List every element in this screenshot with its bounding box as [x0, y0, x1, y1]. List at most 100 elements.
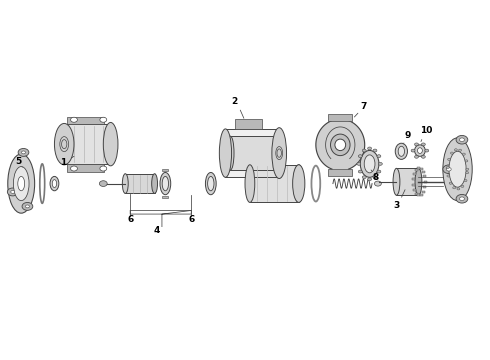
Ellipse shape [398, 146, 405, 156]
Bar [424, 181, 427, 183]
Circle shape [377, 170, 381, 173]
Circle shape [415, 143, 418, 146]
Ellipse shape [105, 125, 116, 164]
Bar [125, 174, 155, 193]
Ellipse shape [360, 150, 379, 177]
Circle shape [378, 162, 382, 165]
Bar [420, 168, 423, 170]
Circle shape [461, 185, 464, 188]
Ellipse shape [294, 165, 304, 202]
Circle shape [100, 166, 107, 171]
Text: 1: 1 [60, 158, 66, 167]
Circle shape [99, 181, 107, 186]
Circle shape [466, 172, 468, 174]
Circle shape [22, 151, 25, 154]
Ellipse shape [122, 174, 128, 193]
Circle shape [358, 170, 362, 173]
Bar [422, 171, 425, 173]
Ellipse shape [393, 168, 400, 195]
Bar [422, 191, 425, 193]
Ellipse shape [335, 139, 345, 150]
Text: 3: 3 [393, 201, 399, 210]
Circle shape [415, 156, 418, 158]
Text: 7: 7 [361, 102, 367, 111]
Ellipse shape [245, 165, 255, 202]
Text: 9: 9 [404, 131, 411, 140]
Bar [412, 184, 415, 186]
Ellipse shape [415, 168, 422, 195]
Circle shape [421, 143, 425, 146]
Ellipse shape [18, 176, 24, 191]
Circle shape [466, 168, 469, 170]
Circle shape [454, 149, 457, 151]
Text: 2: 2 [231, 97, 237, 106]
Bar [415, 193, 418, 195]
Bar [67, 117, 104, 125]
Text: 6: 6 [127, 215, 133, 224]
Circle shape [100, 117, 107, 122]
Ellipse shape [8, 154, 35, 213]
Circle shape [425, 149, 429, 152]
Bar [412, 178, 415, 180]
Circle shape [463, 153, 466, 155]
Ellipse shape [331, 134, 350, 156]
Ellipse shape [417, 148, 422, 153]
Ellipse shape [293, 165, 305, 202]
Ellipse shape [52, 180, 57, 188]
Circle shape [18, 148, 29, 156]
Circle shape [450, 152, 453, 154]
Circle shape [373, 149, 377, 152]
Bar [413, 189, 416, 191]
Circle shape [457, 188, 460, 190]
Ellipse shape [162, 176, 169, 191]
Ellipse shape [220, 129, 232, 177]
Ellipse shape [395, 143, 408, 159]
Ellipse shape [160, 172, 171, 195]
Bar [230, 136, 277, 170]
Circle shape [460, 197, 465, 201]
Bar [396, 168, 418, 195]
Bar [328, 114, 352, 121]
Ellipse shape [50, 176, 59, 191]
Bar [67, 164, 104, 172]
Ellipse shape [208, 176, 214, 191]
Circle shape [448, 158, 450, 161]
Bar [162, 196, 168, 198]
Circle shape [456, 194, 468, 203]
Ellipse shape [273, 136, 280, 170]
Ellipse shape [59, 125, 70, 164]
Ellipse shape [227, 136, 234, 170]
Text: 6: 6 [188, 215, 195, 224]
Circle shape [358, 155, 362, 158]
Circle shape [368, 147, 371, 150]
Circle shape [373, 176, 377, 179]
Circle shape [447, 175, 450, 177]
Polygon shape [316, 119, 365, 169]
Circle shape [421, 156, 425, 158]
Text: 5: 5 [16, 157, 22, 166]
Ellipse shape [415, 145, 425, 156]
Circle shape [25, 205, 29, 208]
Ellipse shape [205, 172, 216, 195]
Circle shape [411, 149, 415, 152]
Ellipse shape [152, 174, 158, 193]
Circle shape [357, 162, 361, 165]
Circle shape [446, 167, 451, 171]
Circle shape [368, 178, 371, 181]
Bar [162, 169, 168, 171]
Ellipse shape [364, 155, 375, 173]
Bar [328, 169, 352, 176]
Text: 4: 4 [154, 226, 160, 235]
Bar [64, 125, 111, 164]
Circle shape [443, 165, 455, 174]
Circle shape [453, 187, 456, 189]
Circle shape [362, 176, 366, 179]
Circle shape [362, 149, 366, 152]
Ellipse shape [449, 151, 466, 187]
Bar [235, 119, 262, 129]
Bar [423, 175, 426, 177]
Circle shape [465, 160, 468, 162]
Bar [420, 194, 423, 196]
Circle shape [7, 188, 18, 196]
Circle shape [11, 190, 15, 193]
